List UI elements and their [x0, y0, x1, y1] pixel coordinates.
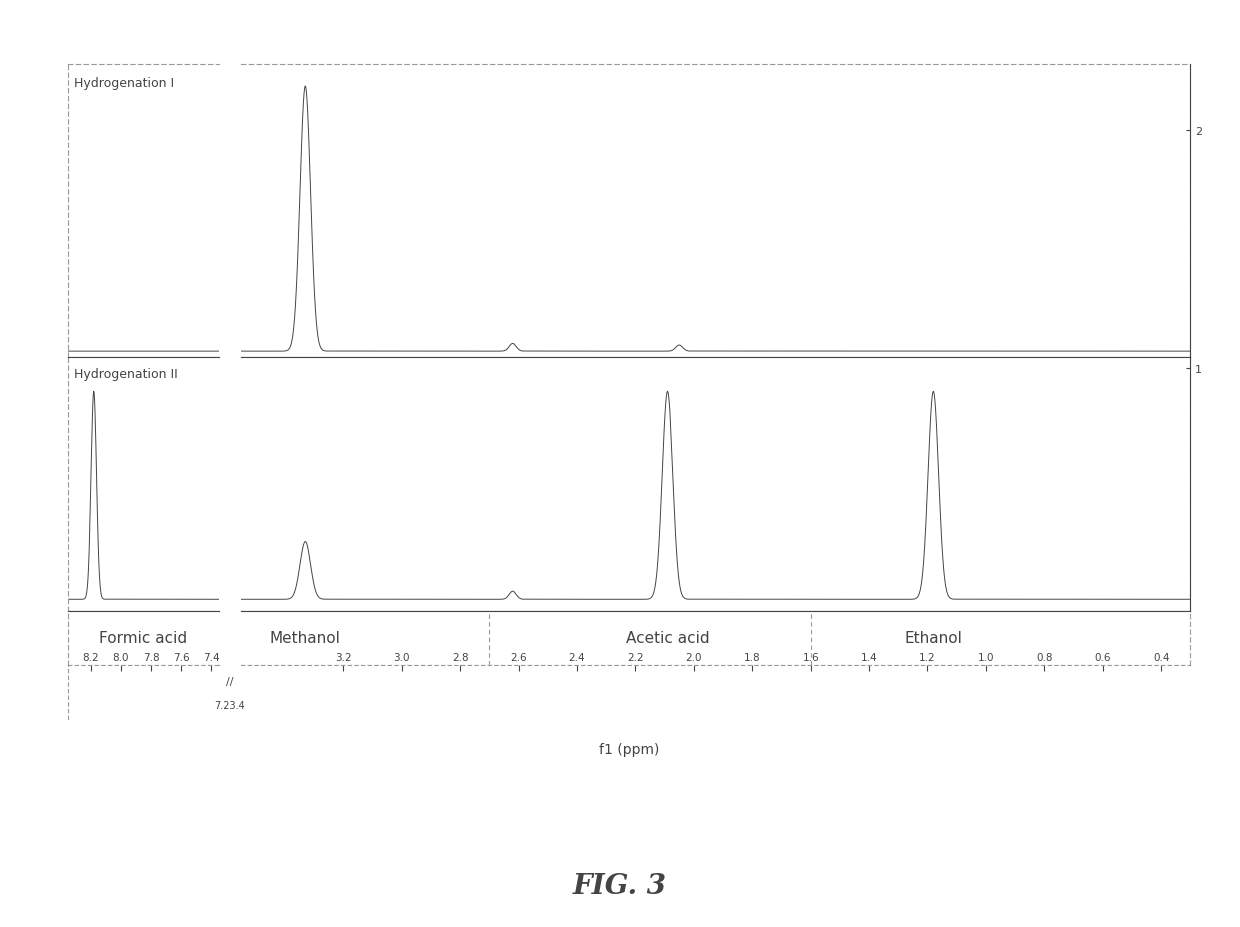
- Text: f1 (ppm): f1 (ppm): [599, 742, 660, 756]
- Text: Methanol: Methanol: [270, 630, 341, 645]
- Text: //: //: [226, 676, 233, 686]
- Text: 7.23.4: 7.23.4: [215, 701, 246, 710]
- Text: Acetic acid: Acetic acid: [626, 630, 709, 645]
- Text: Ethanol: Ethanol: [904, 630, 962, 645]
- Text: Hydrogenation I: Hydrogenation I: [74, 77, 175, 90]
- Text: Hydrogenation II: Hydrogenation II: [74, 367, 179, 380]
- Text: Formic acid: Formic acid: [99, 630, 187, 645]
- Text: FIG. 3: FIG. 3: [573, 872, 667, 899]
